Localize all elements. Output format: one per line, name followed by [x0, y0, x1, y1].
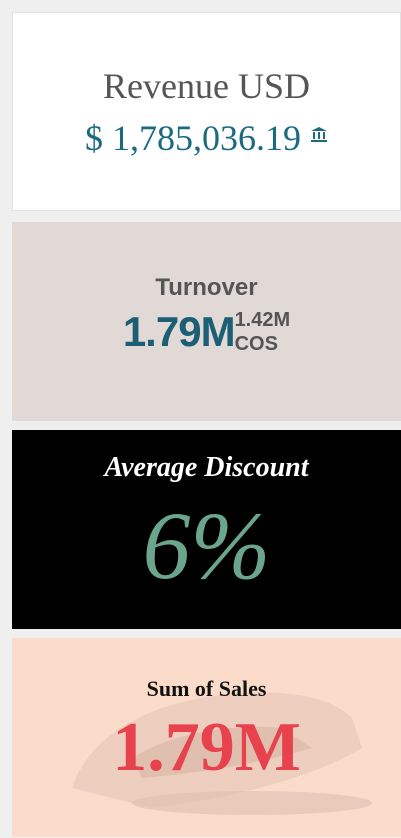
card-value: $ 1,785,036.19 [85, 118, 301, 158]
card-value-row: $ 1,785,036.19 [13, 117, 400, 159]
card-value: 1.79M [123, 308, 235, 355]
secondary-label: COS [235, 333, 278, 355]
card-title: Sum of Sales [12, 676, 401, 702]
secondary-value: 1.42M [235, 309, 291, 331]
revenue-card: Revenue USD $ 1,785,036.19 [12, 12, 401, 211]
discount-card: Average Discount 6% [12, 430, 401, 629]
card-value: 1.79M [12, 708, 401, 788]
card-title: Turnover [12, 274, 401, 302]
card-value: 6% [12, 490, 401, 601]
bank-icon [310, 126, 328, 144]
card-title: Revenue USD [13, 65, 400, 107]
sales-card: Sum of Sales 1.79M [12, 638, 401, 837]
page: {"cards": [ {"title": "Revenue USD", "va… [0, 0, 401, 838]
card-title: Average Discount [12, 452, 401, 484]
